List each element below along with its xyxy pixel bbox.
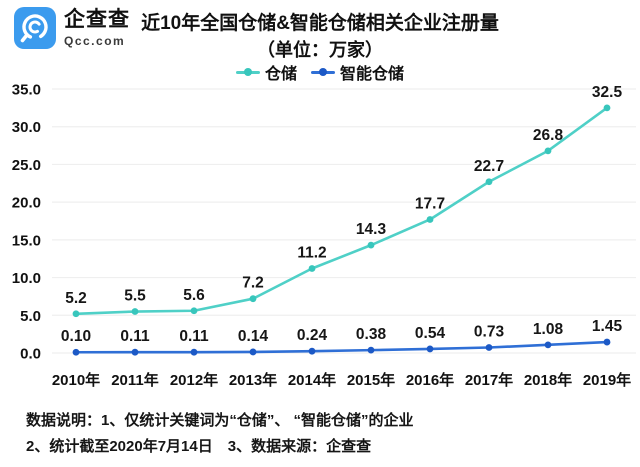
data-point-label: 11.2 bbox=[297, 245, 326, 262]
legend-label-zhineng-cangchu: 智能仓储 bbox=[340, 66, 405, 83]
data-point-label: 32.5 bbox=[592, 84, 623, 101]
brand-text: 企查查 Qcc.com bbox=[64, 9, 130, 47]
legend-item-zhineng-cangchu: 智能仓储 bbox=[311, 60, 404, 84]
x-axis-tick-label: 2017年 bbox=[465, 371, 513, 389]
data-point-label: 5.6 bbox=[183, 287, 205, 304]
y-axis-tick-label: 0.0 bbox=[20, 346, 41, 363]
data-point-label: 7.2 bbox=[242, 275, 264, 292]
line-chart: 0.0 5.0 10.0 15.0 20.0 25.0 30.0 35.0 2010年 2011年… bbox=[12, 82, 636, 389]
data-point-label: 0.11 bbox=[120, 328, 150, 345]
data-point bbox=[426, 216, 434, 223]
data-point-label: 0.38 bbox=[356, 326, 387, 343]
data-point-label: 1.08 bbox=[533, 321, 564, 338]
data-point bbox=[308, 265, 316, 272]
y-axis-tick-label: 25.0 bbox=[12, 157, 41, 174]
data-point bbox=[249, 295, 257, 303]
chart-title: 近10年全国仓储&智能仓储相关企业注册量 bbox=[141, 13, 499, 34]
x-axis-tick-label: 2014年 bbox=[288, 371, 336, 389]
data-point bbox=[485, 344, 493, 351]
y-axis-tick-label: 35.0 bbox=[12, 82, 41, 99]
x-axis-tick-label: 2019年 bbox=[583, 371, 631, 389]
legend-item-cangchu: 仓储 bbox=[235, 60, 297, 84]
data-point-label: 26.8 bbox=[533, 127, 564, 144]
y-axis-tick-label: 30.0 bbox=[12, 119, 41, 136]
chart-subtitle: （单位：万家） bbox=[257, 39, 383, 60]
data-point-label: 0.54 bbox=[415, 325, 446, 342]
data-point-label: 0.11 bbox=[179, 328, 209, 345]
qcc-logo-icon bbox=[14, 7, 56, 49]
data-point bbox=[249, 348, 257, 356]
data-point bbox=[367, 241, 375, 249]
y-axis-tick-label: 5.0 bbox=[20, 308, 41, 325]
data-point-label: 22.7 bbox=[474, 158, 504, 175]
brand-name: 企查查 bbox=[64, 8, 130, 31]
x-axis-tick-label: 2015年 bbox=[347, 371, 395, 389]
data-point-label: 5.2 bbox=[65, 290, 87, 307]
data-point-label: 0.24 bbox=[297, 327, 328, 344]
chart-legend: 仓储 智能仓储 bbox=[0, 60, 640, 84]
data-point bbox=[367, 346, 375, 354]
legend-marker-teal-icon bbox=[235, 68, 260, 76]
data-point bbox=[72, 348, 80, 356]
data-point-label: 0.10 bbox=[61, 328, 91, 345]
data-point-label: 17.7 bbox=[415, 195, 445, 212]
legend-marker-blue-icon bbox=[311, 68, 335, 76]
x-axis-tick-label: 2013年 bbox=[229, 371, 277, 389]
x-axis-tick-label: 2018年 bbox=[524, 371, 572, 389]
legend-label-cangchu: 仓储 bbox=[264, 66, 297, 83]
data-point bbox=[603, 338, 611, 346]
brand-domain: Qcc.com bbox=[64, 34, 126, 48]
data-point bbox=[190, 307, 198, 315]
data-point-label: 0.73 bbox=[474, 323, 505, 340]
data-point bbox=[603, 104, 611, 112]
series-line-智能仓储 bbox=[74, 340, 609, 354]
x-axis-tick-label: 2012年 bbox=[170, 371, 218, 389]
x-axis-tick-label: 2011年 bbox=[111, 371, 159, 389]
data-point bbox=[190, 348, 198, 356]
footnote-line-2: 2、统计截至2020年7月14日 3、数据来源：企查查 bbox=[26, 438, 372, 456]
y-axis-tick-label: 15.0 bbox=[12, 232, 41, 249]
data-point-label: 0.14 bbox=[238, 328, 269, 345]
x-axis-tick-label: 2016年 bbox=[406, 371, 454, 389]
brand-block: 企查查 Qcc.com bbox=[14, 7, 130, 49]
data-point bbox=[544, 147, 552, 155]
y-axis-tick-label: 10.0 bbox=[12, 270, 41, 287]
y-axis-tick-label: 20.0 bbox=[12, 195, 41, 212]
data-point bbox=[308, 347, 316, 355]
data-point bbox=[131, 308, 139, 315]
footnote-line-1: 数据说明：1、仅统计关键词为“仓储”、 “智能仓储”的企业 bbox=[26, 412, 414, 429]
title-block: 近10年全国仓储&智能仓储相关企业注册量 （单位：万家） bbox=[0, 12, 640, 61]
data-point bbox=[544, 341, 552, 349]
x-axis-tick-label: 2010年 bbox=[52, 371, 100, 389]
series-line-仓储 bbox=[74, 106, 609, 316]
footnotes: 数据说明：1、仅统计关键词为“仓储”、 “智能仓储”的企业 2、统计截至2020… bbox=[26, 408, 414, 461]
data-point-label: 14.3 bbox=[356, 221, 387, 238]
data-point-label: 1.45 bbox=[592, 318, 623, 335]
data-point bbox=[426, 345, 434, 353]
data-point-label: 5.5 bbox=[124, 288, 146, 305]
data-point bbox=[72, 310, 80, 318]
data-point bbox=[131, 348, 139, 356]
data-point bbox=[485, 178, 493, 186]
